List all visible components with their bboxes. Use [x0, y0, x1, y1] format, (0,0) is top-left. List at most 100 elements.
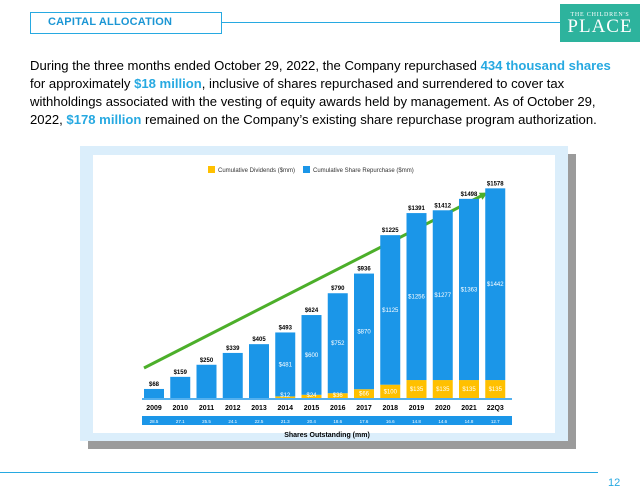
bar-repurchase-2015	[301, 315, 322, 395]
bar-repurchase-2014	[275, 332, 296, 397]
bar-repurchase-2018	[380, 235, 401, 385]
repurchase-label-2019: $1256	[408, 295, 425, 301]
growth-trend-arrow	[143, 192, 488, 370]
total-label-2012: $339	[226, 346, 240, 352]
bar-repurchase-2011	[196, 364, 217, 398]
shares-value-2019: 14.8	[412, 419, 421, 424]
bar-dividends-2018	[380, 384, 401, 398]
dividend-label-2015: $24	[306, 393, 317, 399]
total-label-2013: $405	[252, 337, 266, 343]
body-part-3: , inclusive of shares repurchased and su…	[30, 76, 596, 127]
x-tick-2018: 2018	[382, 405, 398, 412]
body-part-2: for approximately	[30, 76, 135, 91]
bar-repurchase-2012	[222, 352, 243, 398]
repurchase-label-2016: $752	[331, 341, 345, 347]
total-label-2016: $790	[331, 286, 345, 292]
bar-dividends-22Q3	[485, 380, 506, 398]
shares-value-2015: 20.4	[307, 419, 316, 424]
bar-repurchase-2021	[459, 198, 479, 381]
bar-dividends-2014	[275, 396, 296, 398]
header-divider	[222, 22, 560, 23]
repurchase-label-2017: $870	[357, 329, 371, 335]
dividend-label-2017: $66	[359, 392, 370, 398]
bar-repurchase-2010	[170, 376, 191, 398]
shares-value-2016: 18.6	[333, 419, 342, 424]
dividend-label-2021: $135	[462, 387, 476, 393]
total-label-2009: $68	[149, 382, 160, 388]
highlight-shares: 434 thousand shares	[480, 58, 611, 73]
legend-label-repurchase: Cumulative Share Repurchase ($mm)	[313, 168, 414, 174]
total-label-2019: $1391	[408, 206, 425, 212]
x-tick-2016: 2016	[330, 405, 346, 412]
repurchase-label-2021: $1363	[461, 287, 478, 293]
footer-divider	[0, 472, 598, 473]
x-tick-2009: 2009	[146, 405, 162, 412]
highlight-amount: $18 million	[134, 76, 202, 91]
shares-value-2021: 14.8	[465, 419, 474, 424]
bar-repurchase-22Q3	[485, 188, 506, 381]
bar-repurchase-2019	[406, 213, 427, 381]
x-tick-labels: 2009 2010 2011 2012 2013 2014 2015 2016 2017 2018…	[146, 405, 504, 412]
bar-dividends-2016	[327, 393, 348, 398]
dividend-label-2020: $135	[436, 387, 450, 393]
page-number: 12	[608, 477, 621, 489]
repurchase-label-22Q3: $1442	[487, 282, 504, 288]
bar-dividends-2020	[432, 380, 453, 398]
dividend-label-22Q3: $135	[489, 387, 503, 393]
bar-repurchase-2013	[249, 344, 269, 398]
shares-value-2012: 24.1	[228, 419, 237, 424]
x-tick-2021: 2021	[461, 405, 477, 412]
shares-value-2013: 22.5	[255, 419, 264, 424]
total-label-2014: $493	[279, 325, 293, 331]
total-label-2020: $1412	[434, 203, 451, 209]
repurchase-label-2020: $1277	[434, 293, 451, 299]
shares-outstanding-values: 28.5 27.1 25.5 24.1 22.5 21.3 20.4 18.6 17.6 16.6…	[150, 419, 501, 424]
repurchase-chart: Cumulative Dividends ($mm) Cumulative Sh…	[80, 146, 568, 441]
bar-repurchase-2009	[144, 388, 164, 398]
shares-outstanding-strip	[142, 416, 512, 425]
x-axis-label: Shares Outstanding (mm)	[284, 432, 370, 439]
repurchase-label-2015: $600	[305, 353, 319, 359]
x-tick-2011: 2011	[199, 405, 214, 412]
repurchase-label-2014: $481	[279, 362, 293, 368]
logo-small-text: THE CHILDREN'S	[570, 12, 630, 18]
x-tick-2020: 2020	[435, 405, 451, 412]
dividend-label-2019: $135	[410, 387, 424, 393]
x-tick-2010: 2010	[172, 405, 188, 412]
shares-value-2018: 16.6	[386, 419, 395, 424]
total-label-2015: $624	[305, 308, 319, 314]
total-label-2021: $1498	[461, 192, 478, 198]
x-tick-2019: 2019	[409, 405, 425, 412]
bar-repurchase-2020	[432, 210, 453, 381]
x-tick-2017: 2017	[356, 405, 372, 412]
dividend-label-2018: $100	[384, 389, 398, 395]
bar-dividends-2017	[354, 389, 374, 398]
bar-repurchase-2017	[354, 273, 374, 390]
shares-value-2009: 28.5	[150, 419, 159, 424]
shares-value-22Q3: 12.7	[491, 419, 500, 424]
brand-logo: THE CHILDREN'S PLACE	[560, 4, 640, 42]
highlight-remaining: $178 million	[66, 112, 142, 127]
page-title: CAPITAL ALLOCATION	[48, 16, 173, 28]
total-label-2010: $159	[174, 370, 188, 376]
x-tick-22Q3: 22Q3	[487, 405, 504, 412]
shares-value-2014: 21.3	[281, 419, 290, 424]
total-label-22Q3: $1578	[487, 181, 504, 187]
legend-swatch-dividends	[208, 166, 215, 173]
x-tick-2013: 2013	[251, 405, 267, 412]
shares-value-2011: 25.5	[202, 419, 211, 424]
shares-value-2010: 27.1	[176, 419, 185, 424]
dividend-label-2014: $12	[280, 393, 291, 399]
x-tick-2012: 2012	[225, 405, 241, 412]
x-tick-2015: 2015	[304, 405, 320, 412]
total-label-2018: $1225	[382, 228, 399, 234]
total-label-2017: $936	[357, 267, 371, 273]
total-label-2011: $250	[200, 358, 214, 364]
body-part-4: remained on the Company’s existing share…	[141, 112, 597, 127]
legend-swatch-repurchase	[303, 166, 310, 173]
bars-group: $68 $159 $250 $339 $405 $493 $481 $12 $624 $600 $2…	[144, 181, 506, 399]
bar-repurchase-2016	[327, 293, 348, 394]
logo-big-text: PLACE	[567, 16, 633, 37]
x-tick-2014: 2014	[277, 405, 293, 412]
bar-dividends-2015	[301, 394, 322, 398]
